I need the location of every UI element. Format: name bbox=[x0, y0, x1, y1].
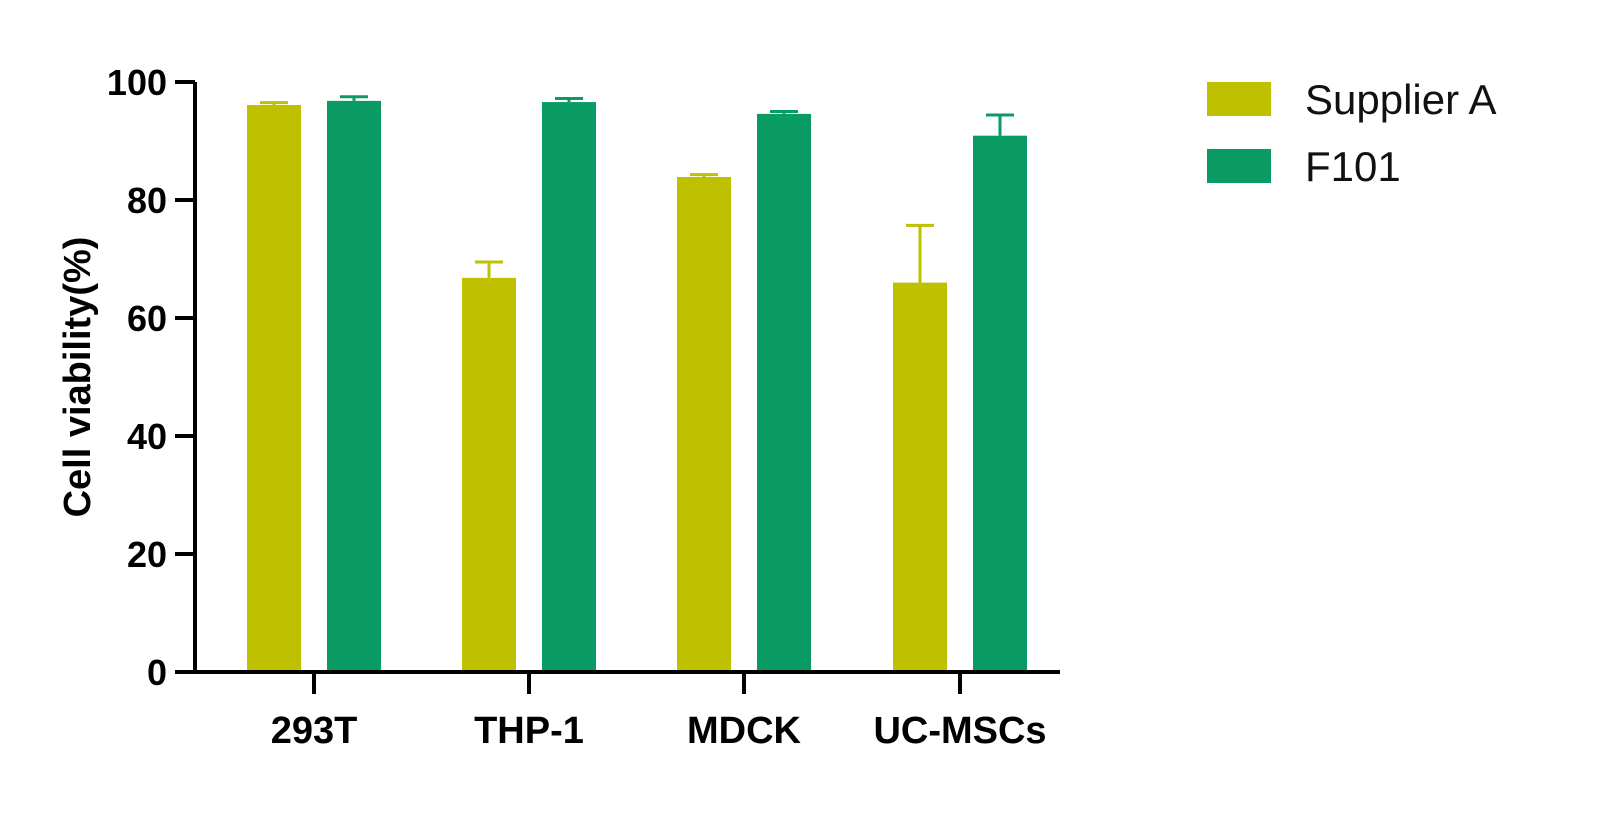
y-tick-label: 40 bbox=[127, 416, 167, 457]
legend-label-supplier-a: Supplier A bbox=[1305, 76, 1496, 123]
legend-label-f101: F101 bbox=[1305, 143, 1401, 190]
y-tick-label: 0 bbox=[147, 652, 167, 693]
y-axis-label: Cell viability(%) bbox=[57, 237, 99, 518]
bar-supplier-a-293t bbox=[247, 105, 301, 672]
y-tick-label: 60 bbox=[127, 298, 167, 339]
axes-group bbox=[193, 82, 1060, 674]
y-tick-label: 20 bbox=[127, 534, 167, 575]
bar-supplier-a-uc-mscs bbox=[893, 282, 947, 672]
legend-swatch-f101 bbox=[1207, 149, 1271, 183]
bar-f101-thp-1 bbox=[542, 102, 596, 672]
bar-f101-uc-mscs bbox=[973, 135, 1027, 672]
y-tick-label: 100 bbox=[107, 62, 167, 103]
y-ticks-group: 0 20 40 60 80 100 bbox=[107, 62, 195, 693]
legend-swatch-supplier-a bbox=[1207, 82, 1271, 116]
x-ticks-group: 293T THP-1 MDCK UC-MSCs bbox=[271, 672, 1047, 752]
x-tick-label-293t: 293T bbox=[271, 710, 358, 752]
legend: Supplier A F101 bbox=[1207, 76, 1496, 190]
bar-supplier-a-thp-1 bbox=[462, 277, 516, 672]
x-tick-label-uc-mscs: UC-MSCs bbox=[873, 710, 1046, 752]
bar-supplier-a-mdck bbox=[677, 176, 731, 673]
y-tick-label: 80 bbox=[127, 180, 167, 221]
bars-group bbox=[247, 100, 1027, 673]
x-tick-label-mdck: MDCK bbox=[687, 710, 802, 752]
x-tick-label-thp-1: THP-1 bbox=[474, 710, 584, 752]
bar-f101-293t bbox=[327, 100, 381, 672]
error-bars-group bbox=[260, 95, 1014, 283]
bar-f101-mdck bbox=[757, 113, 811, 673]
